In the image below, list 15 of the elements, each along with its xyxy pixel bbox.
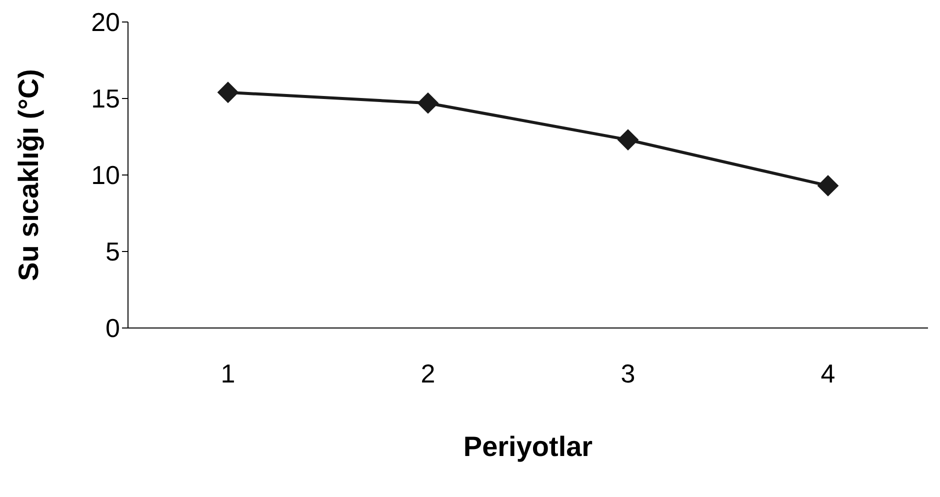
- x-tick-label: 3: [620, 358, 636, 388]
- point: [418, 92, 438, 114]
- point: [618, 129, 638, 150]
- point: [218, 82, 238, 103]
- x-axis-title: Periyotlar: [463, 431, 593, 462]
- x-tick-label: 1: [220, 358, 236, 388]
- y-tick-label: 15: [91, 84, 120, 114]
- y-tick-label: 20: [91, 7, 120, 38]
- point: [818, 175, 838, 196]
- y-tick-label: 10: [91, 160, 120, 190]
- y-axis-title: Su sıcaklığı (°C): [12, 69, 44, 281]
- x-tick-label: 4: [820, 358, 836, 388]
- y-tick-label: 5: [106, 236, 120, 267]
- y-tick-label: 0: [106, 313, 120, 344]
- x-tick-label: 2: [420, 358, 436, 388]
